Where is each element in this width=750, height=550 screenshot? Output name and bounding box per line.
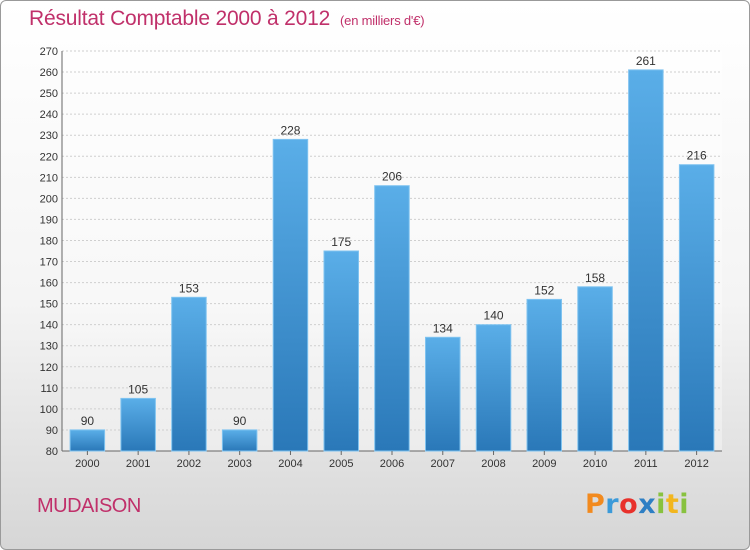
x-tick-label-2003: 2003: [227, 458, 251, 470]
x-tick-label-2005: 2005: [329, 458, 353, 470]
y-tick-label: 100: [40, 404, 58, 416]
proxiti-logo: Proxiti: [585, 489, 689, 520]
bar-2004: [272, 138, 309, 452]
place-name: MUDAISON: [37, 495, 141, 517]
x-tick-label-2009: 2009: [532, 458, 556, 470]
value-label-2000: 90: [81, 414, 95, 428]
value-label-2012: 216: [687, 149, 707, 163]
value-label-2009: 152: [534, 283, 554, 297]
bar-2008: [475, 324, 512, 452]
value-label-2010: 158: [585, 271, 605, 285]
logo-letter: P: [585, 489, 606, 520]
logo-letter: r: [605, 489, 620, 520]
y-tick-label: 140: [40, 320, 58, 332]
x-tick-label-2008: 2008: [481, 458, 505, 470]
chart-subtitle: (en milliers d'€): [340, 13, 425, 28]
chart-title-block: Résultat Comptable 2000 à 2012 (en millie…: [29, 7, 425, 31]
value-label-2003: 90: [233, 414, 247, 428]
bar-2009: [526, 298, 562, 452]
value-label-2004: 228: [280, 123, 300, 137]
y-tick-label: 210: [40, 172, 58, 184]
logo-letter: x: [638, 489, 657, 520]
value-label-2001: 105: [128, 382, 148, 396]
bar-2000: [69, 429, 106, 452]
value-label-2002: 153: [179, 281, 199, 295]
y-tick-label: 230: [40, 130, 58, 142]
logo-letter: t: [665, 489, 680, 520]
y-tick-label: 90: [46, 425, 58, 437]
y-tick-label: 80: [46, 446, 58, 458]
logo-letter: i: [679, 489, 690, 520]
x-tick-label-2002: 2002: [177, 458, 201, 470]
bar-2006: [374, 185, 410, 452]
y-tick-label: 170: [40, 257, 58, 269]
value-label-2011: 261: [636, 54, 656, 68]
chart-title: Résultat Comptable 2000 à 2012: [29, 7, 331, 30]
value-label-2006: 206: [382, 170, 402, 184]
x-tick-label-2006: 2006: [380, 458, 404, 470]
x-tick-label-2000: 2000: [75, 458, 99, 470]
x-tick-label-2001: 2001: [126, 458, 150, 470]
y-tick-label: 190: [40, 214, 58, 226]
y-tick-label: 250: [40, 88, 58, 100]
value-label-2005: 175: [331, 235, 351, 249]
x-tick-label-2012: 2012: [684, 458, 708, 470]
y-tick-label: 110: [40, 383, 58, 395]
bar-2007: [425, 336, 461, 452]
y-tick-label: 260: [40, 67, 58, 79]
x-tick-label-2010: 2010: [583, 458, 607, 470]
x-tick-label-2011: 2011: [634, 458, 658, 470]
logo-letter: o: [619, 489, 639, 520]
x-tick-label-2004: 2004: [278, 458, 302, 470]
y-tick-label: 180: [40, 235, 58, 247]
y-tick-label: 200: [40, 193, 58, 205]
y-tick-label: 150: [40, 299, 58, 311]
bar-2011: [628, 69, 664, 452]
y-tick-label: 130: [40, 341, 58, 353]
bar-2005: [323, 250, 359, 452]
x-tick-label-2007: 2007: [431, 458, 455, 470]
y-tick-label: 120: [40, 362, 58, 374]
bar-2003: [221, 429, 258, 452]
y-tick-label: 160: [40, 278, 58, 290]
y-tick-label: 270: [40, 46, 58, 58]
bar-2010: [577, 286, 613, 452]
y-tick-label: 220: [40, 151, 58, 163]
bar-2001: [120, 397, 156, 452]
logo-letter: i: [656, 489, 666, 520]
value-label-2007: 134: [433, 321, 453, 335]
y-tick-label: 240: [40, 109, 58, 121]
bar-2002: [171, 296, 207, 452]
bar-2012: [678, 164, 715, 452]
value-label-2008: 140: [484, 309, 504, 323]
